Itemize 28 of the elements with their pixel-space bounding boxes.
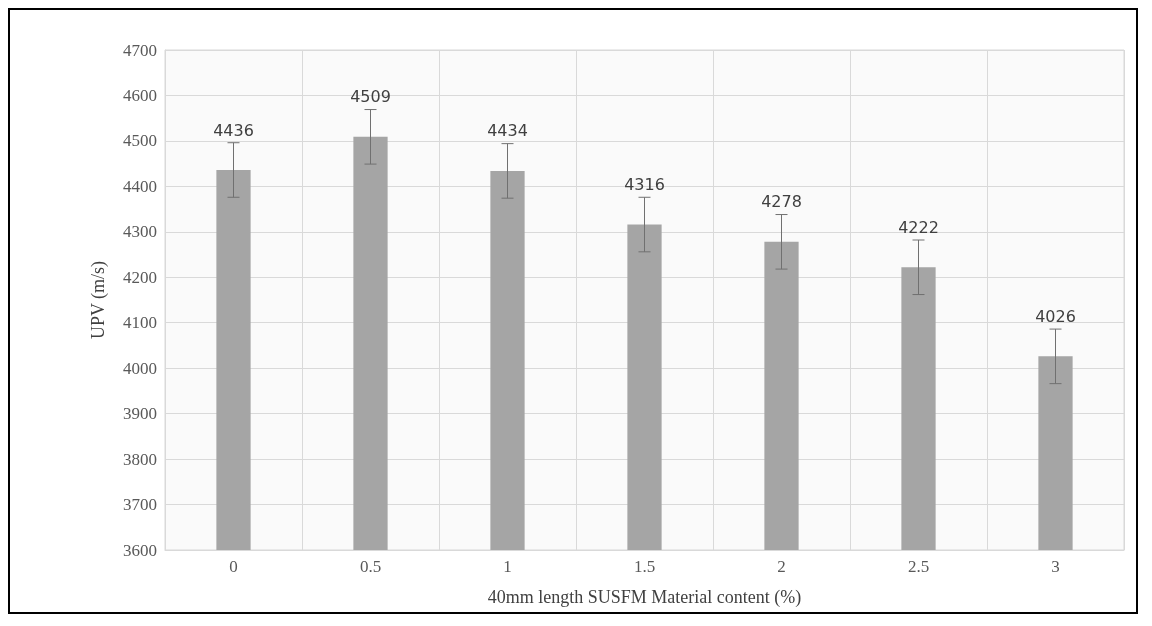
data-label: 4316 [624, 175, 665, 195]
x-tick-label: 1 [503, 557, 512, 576]
x-tick-label: 0.5 [359, 557, 382, 576]
data-label: 4222 [898, 217, 939, 237]
data-label: 4278 [761, 192, 802, 212]
y-axis-title: UPV (m/s) [88, 260, 109, 340]
y-tick-label: 4500 [123, 131, 157, 151]
y-tick-label: 3800 [123, 449, 157, 469]
y-tick-label: 4300 [123, 222, 157, 242]
data-label: 4436 [213, 120, 254, 140]
y-tick-label: 4000 [123, 358, 157, 378]
x-tick-label: 2 [777, 557, 786, 576]
x-axis-title: 40mm length SUSFM Material content (%) [487, 587, 802, 608]
x-tick-label: 0 [229, 557, 238, 576]
y-tick-label: 4400 [123, 176, 157, 196]
y-tick-label: 4200 [123, 267, 157, 287]
x-tick-label: 1.5 [633, 557, 656, 576]
y-tick-label: 4700 [123, 40, 157, 60]
x-tick-label: 3 [1051, 557, 1060, 576]
y-tick-label: 3600 [123, 540, 157, 560]
y-tick-label: 4100 [123, 313, 157, 333]
y-tick-label: 3900 [123, 404, 157, 424]
data-label: 4434 [487, 121, 528, 141]
y-tick-label: 4600 [123, 85, 157, 105]
data-label: 4026 [1035, 306, 1076, 326]
data-label: 4509 [350, 87, 391, 107]
y-tick-label: 3700 [123, 495, 157, 515]
x-tick-label: 2.5 [907, 557, 930, 576]
